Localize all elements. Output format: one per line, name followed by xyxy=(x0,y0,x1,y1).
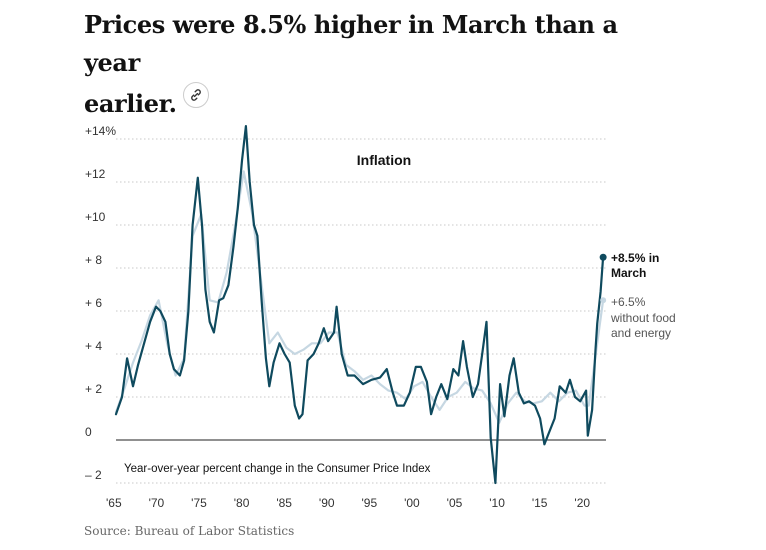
chart-subtitle: Year-over-year percent change in the Con… xyxy=(124,463,431,475)
headline-line-2: earlier. xyxy=(84,89,177,118)
y-tick-label: – 2 xyxy=(85,468,102,482)
cpi-annotation-line-1: +8.5% in xyxy=(611,251,659,265)
headline-line-1: Prices were 8.5% higher in March than a … xyxy=(84,10,618,77)
core-annotation-line-3: and energy xyxy=(611,326,671,340)
y-tick-label: +14% xyxy=(85,124,116,138)
source-note: Source: Bureau of Labor Statistics xyxy=(84,524,295,538)
x-tick-label: '00 xyxy=(404,496,420,510)
series-lines xyxy=(114,124,607,485)
cpi-endpoint-dot xyxy=(599,253,607,261)
y-tick-label: +12 xyxy=(85,167,106,181)
core-cpi-line xyxy=(114,170,605,424)
y-tick-label: + 4 xyxy=(85,339,102,353)
link-icon-glyph xyxy=(190,89,201,101)
x-tick-label: '20 xyxy=(574,496,590,510)
y-tick-label: + 2 xyxy=(85,382,102,396)
core-annotation-line-1: +6.5% xyxy=(611,295,646,309)
cpi-line xyxy=(114,124,605,485)
x-tick-label: '95 xyxy=(361,496,377,510)
y-tick-label: 0 xyxy=(85,425,92,439)
x-tick-label: '90 xyxy=(319,496,335,510)
x-tick-label: '65 xyxy=(106,496,122,510)
chart-labels: Inflation Year-over-year percent change … xyxy=(124,152,676,475)
y-tick-label: +10 xyxy=(85,210,106,224)
x-tick-label: '10 xyxy=(489,496,505,510)
y-tick-label: + 8 xyxy=(85,253,102,267)
x-tick-label: '85 xyxy=(276,496,292,510)
link-icon[interactable] xyxy=(182,82,209,108)
cpi-annotation-line-2: March xyxy=(611,266,646,280)
headline: Prices were 8.5% higher in March than a … xyxy=(84,6,644,123)
axis-ticks: +14% +12 +10 + 8 + 6 + 4 + 2 0 – 2 '65 '70 '75 '80 '8… xyxy=(85,124,590,510)
x-tick-label: '80 xyxy=(234,496,250,510)
core-annotation-line-2: without food xyxy=(610,311,676,325)
x-tick-label: '75 xyxy=(191,496,207,510)
chart-title: Inflation xyxy=(357,152,411,168)
core-endpoint-dot xyxy=(600,297,607,304)
x-tick-label: '05 xyxy=(447,496,463,510)
x-tick-label: '70 xyxy=(149,496,165,510)
y-tick-label: + 6 xyxy=(85,296,102,310)
gridlines xyxy=(116,138,606,484)
x-tick-label: '15 xyxy=(532,496,548,510)
